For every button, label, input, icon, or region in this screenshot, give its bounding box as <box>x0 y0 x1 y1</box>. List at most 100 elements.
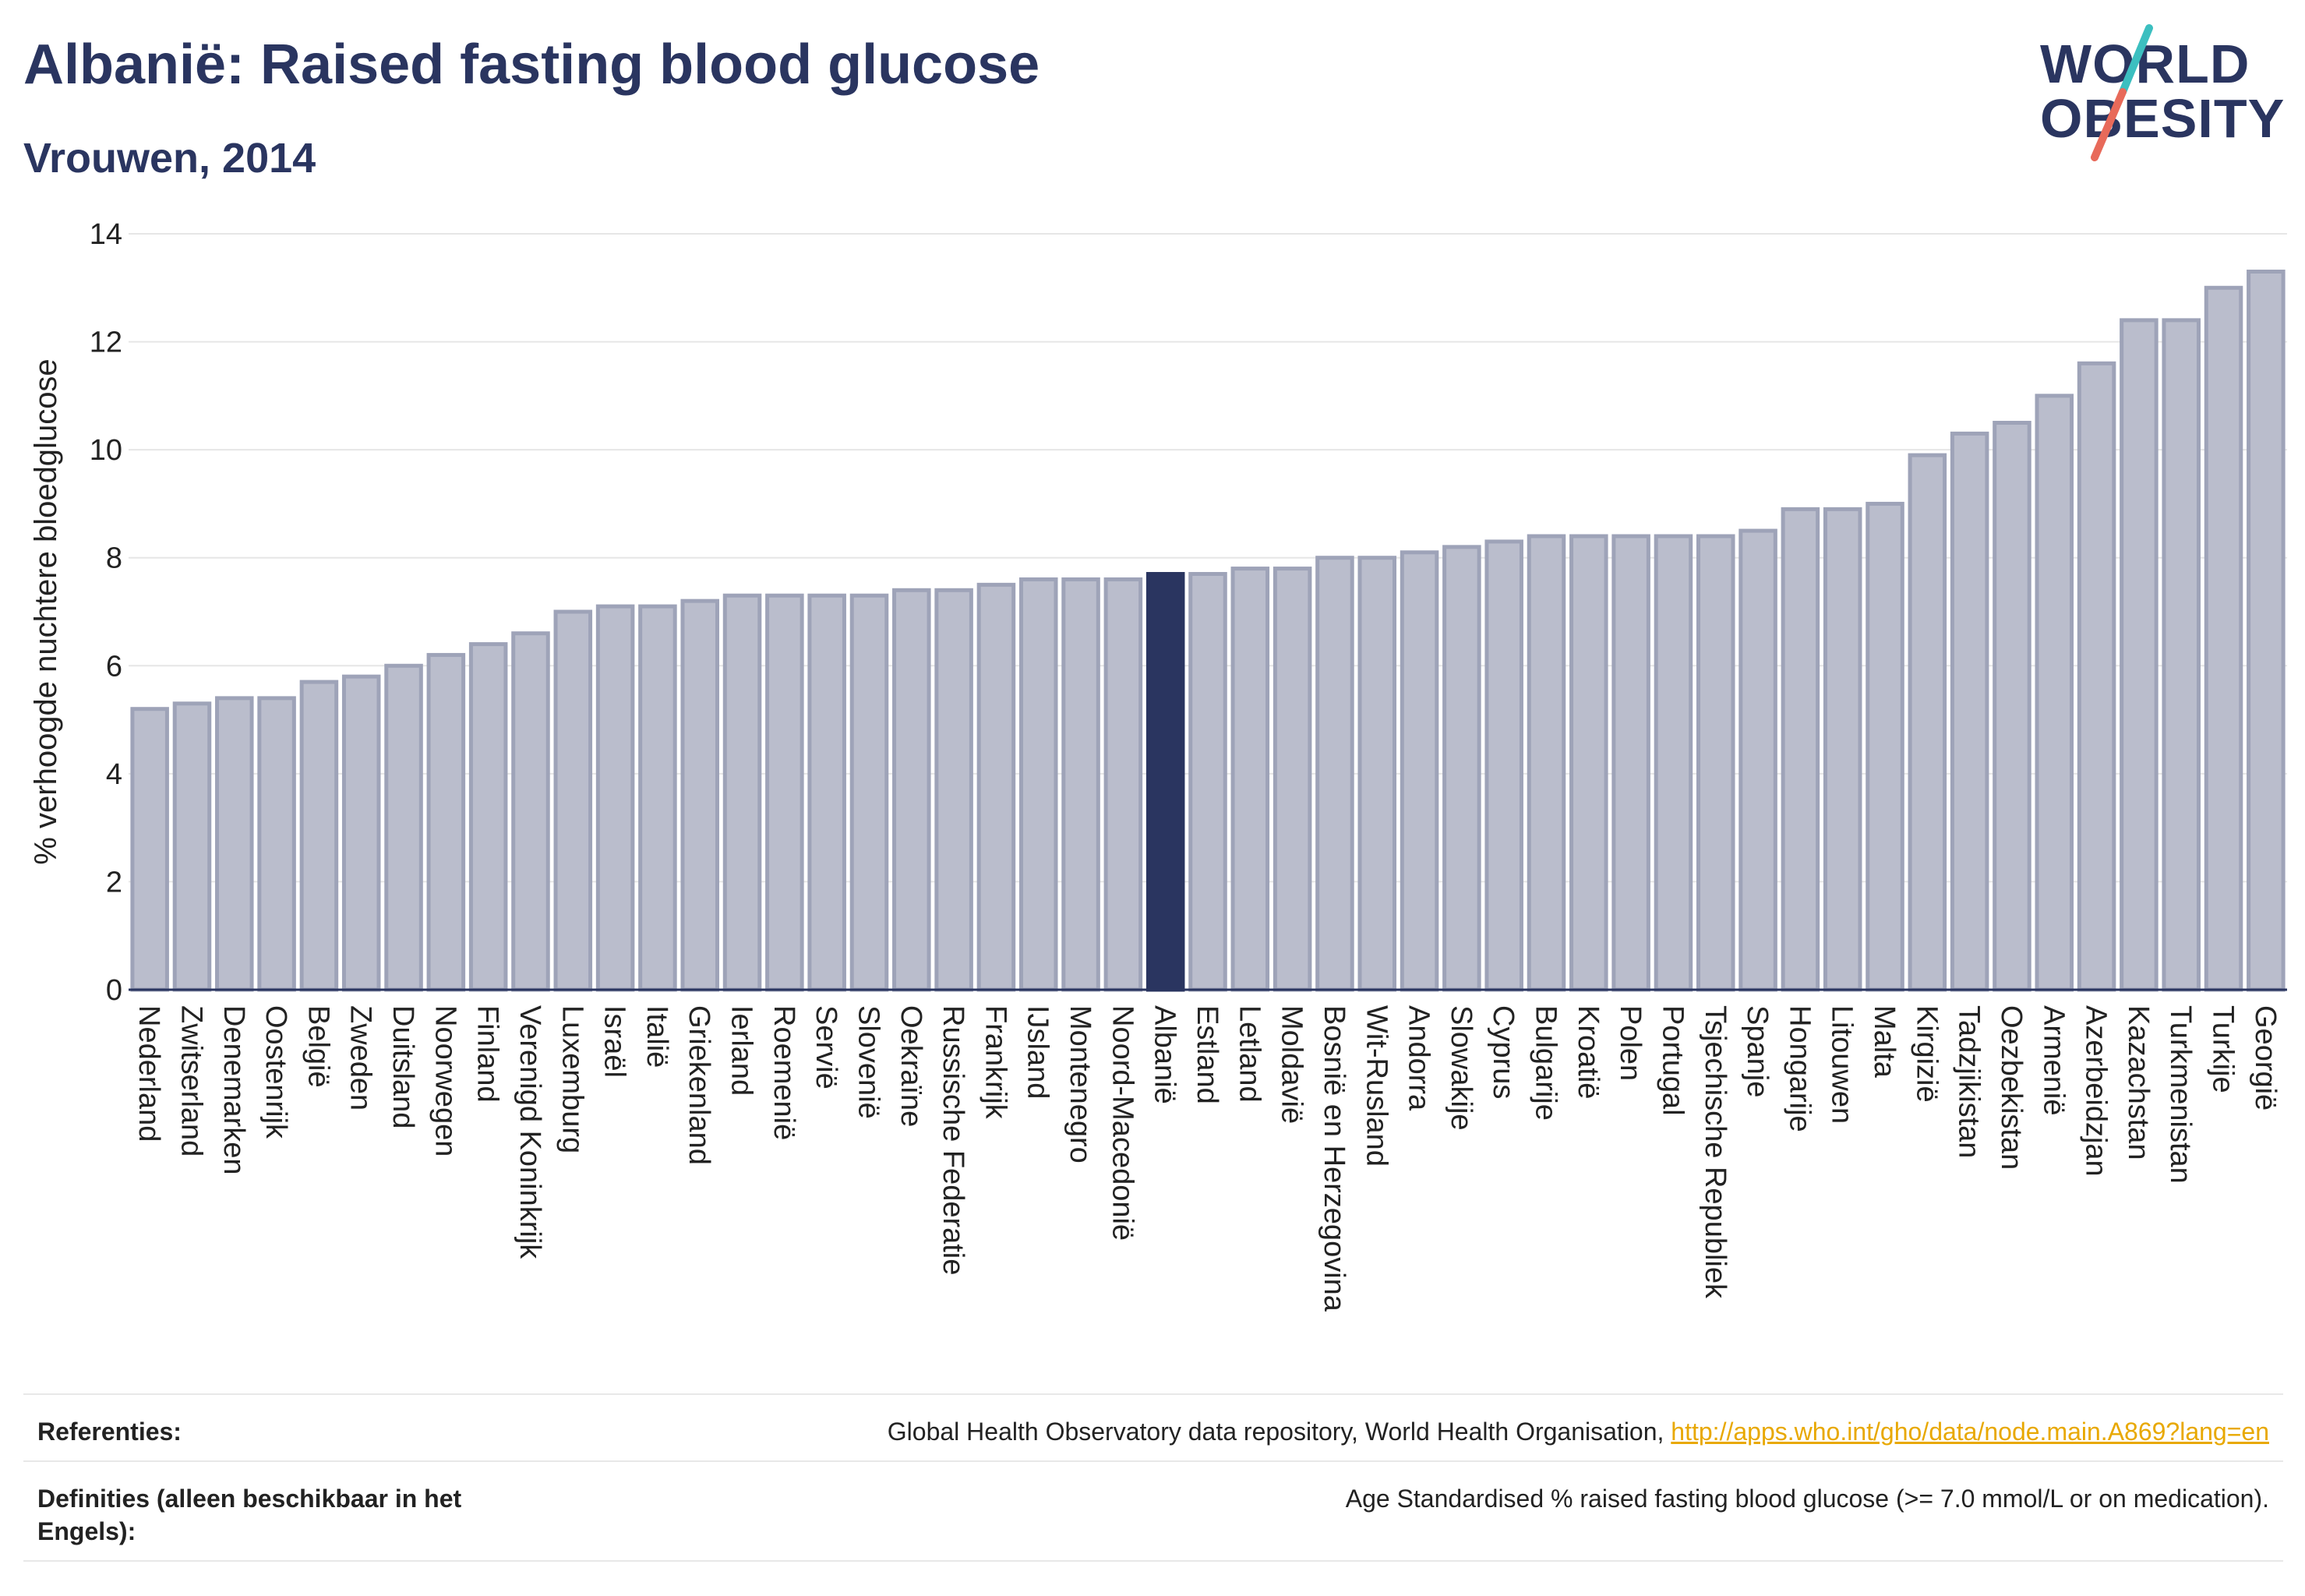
page-subtitle: Vrouwen, 2014 <box>23 135 316 182</box>
x-tick-label: Oezbekistan <box>1995 1005 2028 1170</box>
references-label: Referenties: <box>37 1418 182 1446</box>
bar <box>1823 507 1862 992</box>
bar <box>2077 361 2116 992</box>
x-tick-label: Albanië <box>1149 1005 1181 1104</box>
x-tick-label: Montenegro <box>1064 1005 1096 1163</box>
bar <box>1230 567 1270 992</box>
bar <box>384 663 423 992</box>
bar <box>849 593 889 992</box>
bar <box>1569 534 1608 992</box>
bar <box>1103 577 1143 992</box>
x-tick-label: Oostenrijk <box>259 1005 292 1139</box>
x-tick-label: Nederland <box>132 1005 165 1142</box>
x-tick-label: Zwitserland <box>175 1005 207 1156</box>
bar-chart: % verhoogde nuchtere bloedglucose 0 2 4 6 8 1… <box>29 218 2287 1312</box>
bar <box>638 604 677 992</box>
bar <box>1188 572 1227 992</box>
bar <box>215 696 254 992</box>
x-tick-label: Malta <box>1868 1005 1901 1079</box>
references-text: Global Health Observatory data repositor… <box>887 1418 1671 1446</box>
bar <box>1781 507 1820 992</box>
x-tick-label: Israël <box>598 1005 631 1078</box>
x-tick-label: Armenië <box>2037 1005 2070 1116</box>
x-tick-label: Turkije <box>2207 1005 2240 1093</box>
bar <box>1611 534 1650 992</box>
x-tick-label: Ierland <box>725 1005 758 1096</box>
x-tick-label: Bosnië en Herzegovina <box>1318 1005 1350 1312</box>
references-row: Referenties: Global Health Observatory d… <box>23 1393 2283 1460</box>
x-tick-label: België <box>302 1005 334 1088</box>
x-tick-label: Bulgarije <box>1530 1005 1562 1121</box>
bar <box>1908 453 1947 992</box>
bar <box>2204 285 2243 992</box>
bar <box>807 593 846 992</box>
bar <box>765 593 804 992</box>
bar <box>1357 556 1397 992</box>
bar <box>1993 421 2031 992</box>
page-title: Albanië: Raised fasting blood glucose <box>23 34 1040 96</box>
x-tick-label: Moldavië <box>1276 1005 1308 1124</box>
definitions-label: Definities (alleen beschikbaar in het En… <box>37 1485 462 1545</box>
x-tick-label: Kirgizië <box>1910 1005 1943 1103</box>
bar <box>1696 534 1735 992</box>
x-tick-label: Cyprus <box>1487 1005 1520 1099</box>
bars <box>130 270 2286 992</box>
x-tick-label: Duitsland <box>387 1005 419 1128</box>
x-tick-label: Slovenië <box>852 1005 884 1119</box>
bar <box>2247 270 2286 992</box>
bar <box>257 696 296 992</box>
bar <box>553 609 593 992</box>
bar <box>2035 394 2074 992</box>
x-tick-label: Letland <box>1233 1005 1265 1103</box>
y-tick-label: 8 <box>106 542 122 575</box>
x-tick-label: Andorra <box>1403 1005 1435 1111</box>
y-tick-label: 6 <box>106 650 122 683</box>
x-tick-label: Luxemburg <box>556 1005 588 1153</box>
x-tick-label: Tsjechische Republiek <box>1699 1005 1731 1299</box>
bar <box>2162 318 2201 992</box>
bar <box>2120 318 2159 992</box>
bar <box>511 631 550 992</box>
x-tick-label: IJsland <box>1022 1005 1054 1099</box>
bar <box>1950 431 1989 992</box>
x-tick-label: Servië <box>810 1005 842 1089</box>
bar <box>1527 534 1566 992</box>
x-tick-label: Italië <box>641 1005 673 1068</box>
x-tick-label: Litouwen <box>1826 1005 1858 1124</box>
bar <box>1061 577 1100 992</box>
x-tick-label: Verenigd Koninkrijk <box>514 1005 546 1259</box>
bar <box>934 588 973 992</box>
bar <box>722 593 762 992</box>
x-tick-label: Polen <box>1614 1005 1647 1081</box>
y-tick-label: 0 <box>106 974 122 1007</box>
bar <box>892 588 931 992</box>
x-tick-label: Zweden <box>344 1005 377 1110</box>
y-ticks: 0 2 4 6 8 10 12 14 <box>90 218 122 1007</box>
definitions-value: Age Standardised % raised fasting blood … <box>1345 1485 2269 1513</box>
bar <box>1018 577 1058 992</box>
x-tick-label: Kazachstan <box>2122 1005 2155 1160</box>
y-tick-label: 14 <box>90 218 122 251</box>
bar <box>1400 550 1439 992</box>
x-tick-label: Denemarken <box>217 1005 250 1175</box>
x-tick-label: Estland <box>1191 1005 1223 1104</box>
references-link[interactable]: http://apps.who.int/gho/data/node.main.A… <box>1671 1418 2269 1446</box>
bar <box>976 582 1016 992</box>
x-tick-label: Oekraïne <box>895 1005 927 1127</box>
bar <box>299 680 339 992</box>
bar <box>1866 501 1904 992</box>
bar <box>1738 528 1777 992</box>
x-tick-label: Hongarije <box>1783 1005 1816 1132</box>
bar <box>130 707 169 992</box>
bar <box>468 642 508 992</box>
x-tick-label: Noord-Macedonië <box>1106 1005 1138 1241</box>
logo-word-2: OBESITY <box>2040 88 2286 149</box>
y-tick-label: 10 <box>90 434 122 467</box>
references-value: Global Health Observatory data repositor… <box>888 1415 2269 1448</box>
bar-highlighted <box>1145 572 1185 992</box>
x-tick-label: Portugal <box>1656 1005 1689 1116</box>
x-tick-label: Roemenië <box>768 1005 800 1140</box>
bar <box>1315 556 1354 992</box>
x-ticks: Nederland Zwitserland Denemarken Oostenrijk… <box>132 1005 2282 1312</box>
bar <box>680 598 720 992</box>
